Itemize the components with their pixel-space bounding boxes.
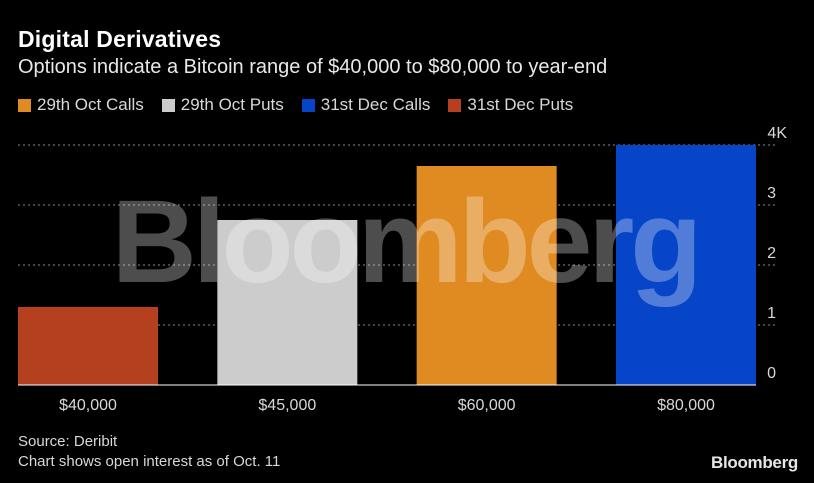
legend-label: 29th Oct Calls <box>37 95 144 114</box>
legend-item: 31st Dec Calls <box>301 95 431 115</box>
legend-item: 31st Dec Puts <box>448 95 573 115</box>
bar <box>416 166 557 385</box>
chart-subtitle: Options indicate a Bitcoin range of $40,… <box>18 56 608 78</box>
y-tick-label: 4K <box>767 125 787 142</box>
legend-swatch <box>18 98 31 112</box>
legend-swatch <box>161 98 175 112</box>
legend-item: 29th Oct Calls <box>18 95 144 115</box>
legend-label: 29th Oct Puts <box>180 95 284 114</box>
y-tick-label: 2 <box>767 245 776 262</box>
bar <box>217 220 358 385</box>
x-tick-label: $80,000 <box>657 397 715 414</box>
bar <box>616 145 756 385</box>
chart-title: Digital Derivatives <box>18 26 222 52</box>
y-tick-label: 3 <box>767 185 776 202</box>
legend-swatch <box>301 98 315 112</box>
x-tick-label: $40,000 <box>59 397 117 414</box>
legend-item: 29th Oct Puts <box>161 95 284 115</box>
legend-label: 31st Dec Calls <box>320 95 431 114</box>
x-tick-label: $45,000 <box>258 397 316 414</box>
y-tick-label: 1 <box>767 305 776 322</box>
bloomberg-logo: Bloomberg <box>710 453 798 472</box>
legend-swatch <box>448 98 462 112</box>
y-tick-label: 0 <box>767 365 776 382</box>
chart-footnote: Source: Deribit Chart shows open interes… <box>18 432 280 472</box>
source-text: Source: Deribit <box>18 433 118 450</box>
chart-legend: 29th Oct Calls 29th Oct Puts 31st Dec Ca… <box>18 95 573 115</box>
bloomberg-watermark: Bloomberg <box>112 176 699 308</box>
bar <box>18 307 158 385</box>
x-tick-label: $60,000 <box>458 397 516 414</box>
legend-label: 31st Dec Puts <box>467 95 574 114</box>
note-text: Chart shows open interest as of Oct. 11 <box>18 453 281 470</box>
